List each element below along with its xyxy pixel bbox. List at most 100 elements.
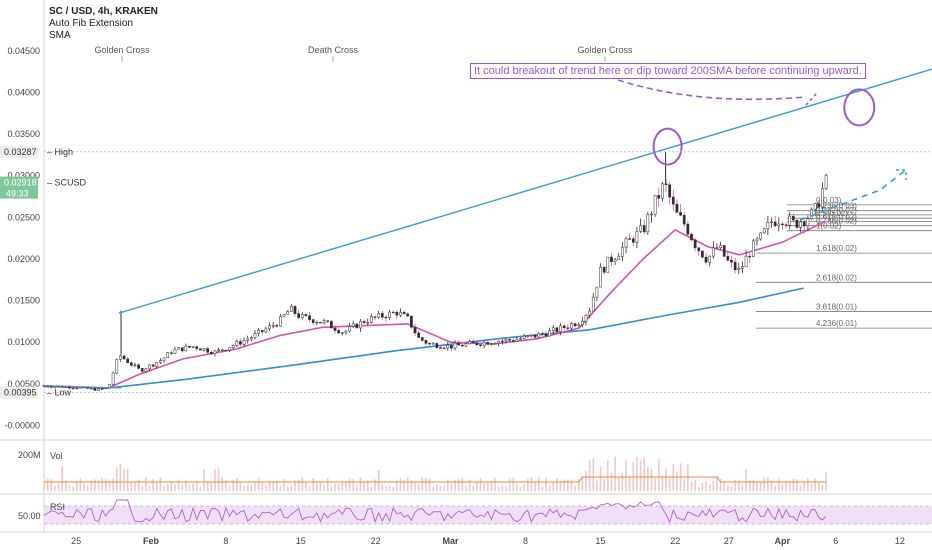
candle-body: [606, 256, 610, 273]
x-tick-label: 8: [523, 536, 528, 546]
candle-body: [770, 221, 773, 223]
candle-body: [817, 203, 821, 208]
candle-body: [446, 344, 450, 349]
candle-body: [279, 316, 282, 327]
volume-bar: [643, 457, 646, 491]
candle-body: [544, 333, 548, 337]
candle-body: [424, 340, 428, 344]
chart-header: SC / USD, 4h, KRAKEN Auto Fib Extension …: [49, 6, 158, 42]
volume-bar: [472, 485, 475, 491]
volume-bar: [770, 480, 773, 491]
candle-body: [399, 312, 402, 316]
volume-bar: [683, 478, 686, 491]
candle-body: [224, 349, 228, 352]
candle-body: [104, 387, 108, 390]
x-tick-label: Feb: [143, 536, 160, 546]
volume-bar: [737, 480, 740, 491]
candle-body: [777, 223, 781, 227]
volume-bar: [756, 481, 758, 491]
candle-body: [453, 342, 457, 349]
candle-body: [431, 343, 435, 345]
candle-body: [355, 323, 359, 329]
candle-body: [810, 208, 813, 220]
volume-bar: [137, 479, 140, 491]
candle-body: [602, 266, 606, 273]
candle-body: [613, 259, 617, 263]
candle-body: [75, 387, 79, 390]
volume-bar: [268, 482, 271, 491]
volume-bar: [337, 484, 340, 491]
volume-bar: [294, 480, 296, 491]
x-tick-label: 22: [371, 536, 381, 546]
candle-body: [457, 342, 461, 346]
candle-body: [460, 344, 464, 347]
volume-bar: [97, 480, 100, 491]
volume-bar: [417, 484, 420, 491]
candle-body: [726, 256, 730, 261]
candle-body: [217, 349, 220, 352]
volume-bar: [567, 479, 569, 491]
volume-bar: [650, 469, 653, 491]
candle-body: [235, 341, 239, 346]
volume-bar: [388, 485, 391, 491]
volume-bar: [792, 478, 795, 491]
candle-body: [377, 313, 381, 318]
volume-bar: [188, 484, 191, 491]
candle-body: [191, 346, 195, 348]
candle-body: [733, 261, 737, 270]
candle-body: [617, 256, 621, 260]
candle-body: [340, 332, 344, 334]
annotation-arrow-tail: [805, 91, 819, 106]
event-label: Golden Cross: [577, 45, 633, 55]
volume-bar: [748, 480, 751, 491]
candle-body: [635, 230, 639, 243]
candle-body: [559, 325, 562, 332]
volume-bar: [286, 486, 289, 491]
candle-body: [359, 321, 362, 329]
candle-body: [169, 352, 173, 354]
volume-bar: [177, 479, 180, 491]
candle-body: [701, 250, 704, 258]
candle-body: [195, 346, 199, 349]
x-tick-label: 25: [71, 536, 81, 546]
volume-bar: [603, 479, 605, 491]
candle-body: [639, 225, 642, 232]
volume-bar: [694, 479, 696, 491]
candle-body: [588, 310, 591, 316]
volume-bar: [439, 485, 442, 491]
volume-bar: [654, 478, 656, 491]
volume-bar: [661, 475, 664, 491]
volume-bar: [79, 478, 82, 491]
volume-bar: [192, 483, 194, 491]
volume-label: Vol: [50, 451, 63, 461]
volume-bar: [534, 482, 536, 491]
volume-bar: [719, 478, 722, 491]
volume-bar: [730, 486, 733, 491]
candle-body: [784, 224, 788, 226]
candle-body: [806, 218, 810, 227]
volume-bar: [72, 486, 74, 491]
volume-bar: [334, 483, 336, 491]
candle-body: [748, 255, 752, 258]
fib-level-label: 1(0.02): [816, 222, 842, 231]
candle-body: [384, 316, 388, 319]
volume-bar: [257, 477, 260, 491]
volume-bar: [272, 481, 274, 491]
projection-arrowhead: [896, 169, 907, 180]
candle-body: [435, 343, 439, 348]
volume-bar: [446, 479, 449, 491]
event-label: Golden Cross: [94, 45, 150, 55]
candle-body: [471, 341, 475, 343]
y-tick-label: 0.02000: [7, 254, 40, 264]
volume-bar: [687, 464, 689, 491]
volume-bar: [410, 479, 413, 491]
volume-bar: [803, 481, 806, 491]
volume-bar: [450, 483, 453, 491]
volume-bar: [465, 486, 467, 491]
volume-bar: [548, 485, 551, 491]
y-tick-label: -0.00000: [4, 421, 40, 431]
fib-level-label: 0(0.03): [816, 196, 842, 205]
candle-body: [348, 326, 351, 332]
volume-bar: [312, 478, 314, 491]
